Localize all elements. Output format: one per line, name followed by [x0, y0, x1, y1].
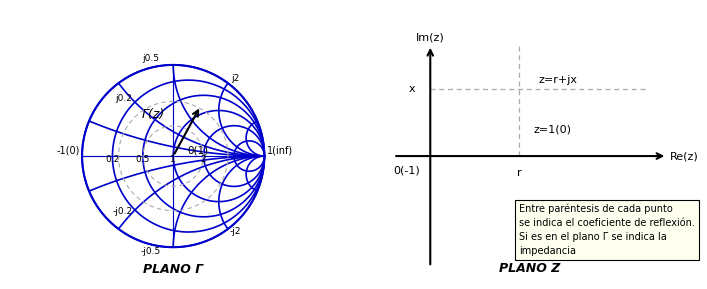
- Text: r: r: [517, 168, 522, 178]
- Text: 2: 2: [201, 155, 206, 164]
- Text: Entre paréntesis de cada punto
se indica el coeficiente de reflexión.
Si es en e: Entre paréntesis de cada punto se indica…: [519, 203, 695, 256]
- Text: z=1(0): z=1(0): [534, 124, 572, 134]
- Text: z=r+jx: z=r+jx: [539, 75, 578, 86]
- Text: Γ(z): Γ(z): [141, 108, 165, 121]
- Text: 1: 1: [170, 155, 176, 164]
- Text: -j0.5: -j0.5: [140, 247, 160, 257]
- Text: x: x: [409, 84, 416, 95]
- Text: 0.2: 0.2: [105, 155, 119, 164]
- Text: 1(inf): 1(inf): [267, 145, 293, 155]
- Text: -j2: -j2: [230, 227, 241, 236]
- Text: -j0.2: -j0.2: [113, 208, 133, 216]
- Text: PLANO Γ: PLANO Γ: [143, 263, 204, 276]
- Text: Im(z): Im(z): [416, 32, 445, 42]
- Text: 0(1): 0(1): [187, 145, 208, 155]
- Text: 0(-1): 0(-1): [393, 166, 420, 176]
- Text: Re(z): Re(z): [670, 151, 699, 161]
- Text: 0.5: 0.5: [136, 155, 150, 164]
- Text: j0.2: j0.2: [115, 95, 132, 103]
- Text: j0.5: j0.5: [142, 54, 159, 63]
- Text: PLANO Z: PLANO Z: [499, 262, 560, 275]
- Text: -1(0): -1(0): [57, 145, 80, 155]
- Text: j2: j2: [231, 74, 239, 83]
